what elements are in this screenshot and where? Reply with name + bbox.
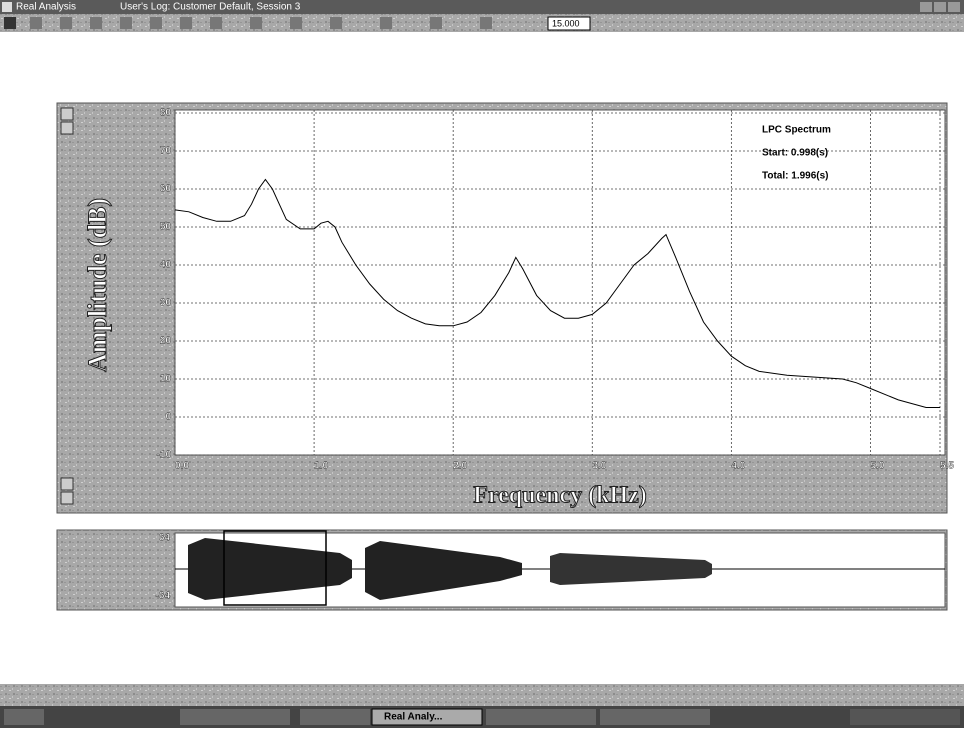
app-icon (2, 2, 12, 12)
annotation: Start: 0.998(s) (762, 148, 828, 159)
window-log: User's Log: Customer Default, Session 3 (120, 2, 301, 13)
task-button[interactable] (300, 709, 370, 725)
tool-button[interactable] (150, 17, 162, 29)
waveform-segment (365, 541, 522, 600)
y-tick-label: 20 (160, 336, 172, 347)
window-title: Real Analysis (16, 2, 76, 13)
tool-button[interactable] (180, 17, 192, 29)
plot: -10 0 10 20 30 40 50 60 70 80 0.0 1.0 2.0 3.0 4.0 5.0 5.… (156, 107, 954, 472)
tool-button[interactable] (380, 17, 392, 29)
x-tick-label: 1.0 (314, 461, 328, 472)
task-button-active[interactable] (371, 708, 483, 726)
tool-button[interactable] (210, 17, 222, 29)
close-button[interactable] (948, 2, 960, 12)
task-button[interactable] (600, 709, 710, 725)
y-tick-label: 60 (160, 184, 172, 195)
x-tick-label: 0.0 (175, 461, 189, 472)
plot-area (174, 109, 946, 456)
spectrum-line (174, 178, 940, 408)
x-tick-label: 5.0 (871, 461, 885, 472)
x-tick-label: 4.0 (731, 461, 745, 472)
title-bar (0, 0, 964, 14)
waveform-segment (188, 538, 352, 600)
annotation: Total: 1.996(s) (762, 171, 829, 182)
scale-down-button[interactable] (60, 121, 74, 135)
tool-button[interactable] (120, 17, 132, 29)
y-tick-label: 40 (160, 260, 172, 271)
minimize-button[interactable] (920, 2, 932, 12)
tool-button[interactable] (60, 17, 72, 29)
y-tick-label: 30 (160, 298, 172, 309)
start-button[interactable] (4, 709, 44, 725)
y-tick-label: 50 (160, 222, 172, 233)
tool-button[interactable] (330, 17, 342, 29)
y-axis-label: Amplitude (dB) (83, 198, 112, 372)
x-tick-label: 2.0 (453, 461, 467, 472)
x-tick-label: 3.0 (592, 461, 606, 472)
task-button[interactable] (180, 709, 290, 725)
y-tick-label: 0 (165, 412, 171, 423)
system-tray (850, 709, 960, 725)
waveform-top-label: 64 (159, 533, 171, 544)
waveform-segment (550, 553, 712, 585)
value-input-text: 15.000 (552, 18, 580, 28)
tool-button[interactable] (250, 17, 262, 29)
tool-button[interactable] (4, 17, 16, 29)
annotations: LPC Spectrum Start: 0.998(s) Total: 1.996(… (762, 125, 831, 182)
tool-button[interactable] (290, 17, 302, 29)
tool-button[interactable] (30, 17, 42, 29)
tool-button[interactable] (480, 17, 492, 29)
annotation: LPC Spectrum (762, 125, 831, 136)
y-tick-label: 80 (160, 108, 172, 119)
task-button-text: Real Analy... (384, 712, 443, 723)
y-tick-label: 70 (160, 146, 172, 157)
selection-box[interactable] (223, 530, 327, 606)
waveform-bottom-label: -64 (156, 591, 171, 602)
task-button[interactable] (486, 709, 596, 725)
scale-up-button[interactable] (60, 477, 74, 491)
y-tick-label: -10 (157, 450, 172, 461)
scale-up-button[interactable] (60, 107, 74, 121)
scale-down-button[interactable] (60, 491, 74, 505)
tool-button[interactable] (430, 17, 442, 29)
toolbar-buttons (4, 17, 492, 29)
tool-button[interactable] (90, 17, 102, 29)
x-axis-label: Frequency (kHz) (473, 483, 647, 509)
y-tick-label: 10 (160, 374, 172, 385)
x-tick-label: 5.5 (940, 461, 954, 472)
value-input[interactable] (547, 16, 591, 31)
maximize-button[interactable] (934, 2, 946, 12)
